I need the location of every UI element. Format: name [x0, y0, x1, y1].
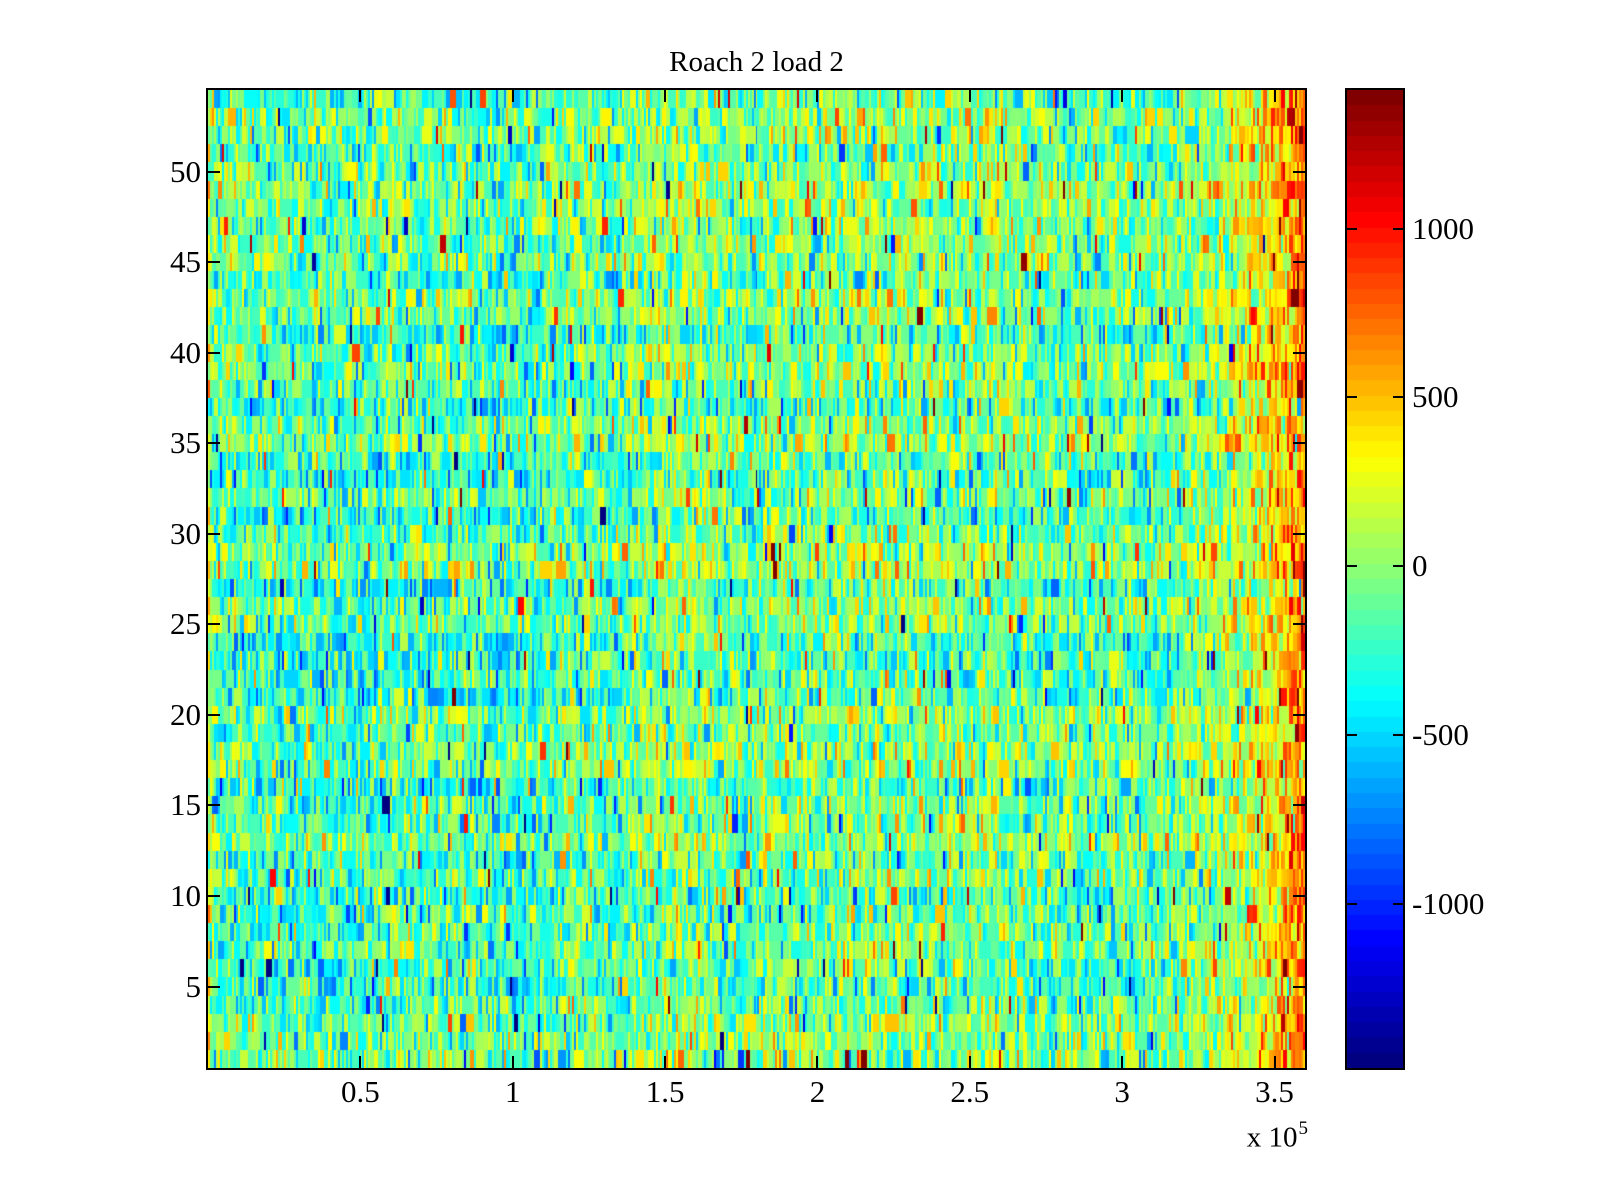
- y-tick-mark: [1293, 623, 1305, 626]
- x-tick-mark: [1273, 90, 1276, 102]
- x-tick-mark: [968, 1056, 971, 1068]
- colorbar: [1345, 88, 1405, 1070]
- colorbar-tick-mark: [1347, 227, 1357, 230]
- colorbar-tick-mark: [1347, 396, 1357, 399]
- y-tick-mark: [1293, 351, 1305, 354]
- y-tick-mark: [208, 442, 220, 445]
- x-tick-mark: [664, 1056, 667, 1068]
- colorbar-tick-label: 0: [1412, 548, 1428, 584]
- y-tick-mark: [1293, 261, 1305, 264]
- y-tick-mark: [208, 894, 220, 897]
- y-tick-label: 30: [170, 515, 201, 551]
- y-tick-mark: [208, 351, 220, 354]
- x-tick-mark: [511, 90, 514, 102]
- heatmap-plot-area: [206, 88, 1307, 1070]
- colorbar-tick-mark: [1393, 227, 1403, 230]
- y-tick-mark: [1293, 804, 1305, 807]
- y-tick-label: 45: [170, 244, 201, 280]
- colorbar-canvas: [1347, 90, 1403, 1068]
- x-tick-label: 0.5: [340, 1074, 380, 1109]
- colorbar-tick-label: 500: [1412, 379, 1459, 415]
- x-tick-mark: [968, 90, 971, 102]
- y-tick-label: 35: [170, 425, 201, 461]
- x-tick-label: 1: [504, 1074, 521, 1109]
- y-tick-label: 20: [170, 696, 201, 732]
- y-tick-mark: [208, 985, 220, 988]
- colorbar-tick-mark: [1347, 565, 1357, 568]
- colorbar-tick-label: 1000: [1412, 210, 1474, 246]
- y-tick-mark: [208, 623, 220, 626]
- x-tick-mark: [359, 1056, 362, 1068]
- x-tick-mark: [664, 90, 667, 102]
- colorbar-tick-mark: [1393, 565, 1403, 568]
- colorbar-tick-mark: [1347, 903, 1357, 906]
- y-tick-mark: [1293, 442, 1305, 445]
- y-tick-label: 50: [170, 153, 201, 189]
- x-tick-label: 2.5: [950, 1074, 990, 1109]
- x-axis-multiplier-base: x 10: [1246, 1121, 1298, 1154]
- y-tick-label: 40: [170, 334, 201, 370]
- x-tick-label: 1.5: [645, 1074, 685, 1109]
- x-tick-mark: [1121, 1056, 1124, 1068]
- y-tick-mark: [208, 170, 220, 173]
- x-tick-label: 3: [1114, 1074, 1130, 1109]
- x-axis-multiplier-exponent: 5: [1298, 1118, 1309, 1139]
- y-tick-mark: [1293, 894, 1305, 897]
- y-tick-mark: [1293, 170, 1305, 173]
- y-tick-mark: [208, 532, 220, 535]
- y-tick-mark: [208, 713, 220, 716]
- colorbar-tick-mark: [1393, 734, 1403, 737]
- y-tick-mark: [1293, 532, 1305, 535]
- x-tick-mark: [816, 1056, 819, 1068]
- x-tick-mark: [816, 90, 819, 102]
- x-tick-mark: [511, 1056, 514, 1068]
- colorbar-tick-label: -500: [1412, 717, 1469, 753]
- colorbar-tick-mark: [1347, 734, 1357, 737]
- y-tick-label: 5: [185, 968, 202, 1004]
- chart-title: Roach 2 load 2: [669, 46, 844, 78]
- colorbar-tick-mark: [1393, 396, 1403, 399]
- y-tick-mark: [1293, 985, 1305, 988]
- y-tick-mark: [1293, 713, 1305, 716]
- y-tick-label: 10: [170, 877, 201, 913]
- x-tick-label: 3.5: [1255, 1074, 1294, 1109]
- x-axis-multiplier: x 105: [1150, 1114, 1309, 1155]
- heatmap-canvas: [208, 90, 1305, 1068]
- y-tick-label: 25: [170, 606, 201, 642]
- x-tick-mark: [359, 90, 362, 102]
- colorbar-tick-label: -1000: [1412, 886, 1485, 922]
- y-tick-mark: [208, 804, 220, 807]
- y-tick-label: 15: [170, 787, 201, 823]
- x-tick-label: 2: [809, 1074, 826, 1109]
- x-tick-mark: [1273, 1056, 1276, 1068]
- y-tick-mark: [208, 261, 220, 264]
- x-tick-mark: [1121, 90, 1124, 102]
- colorbar-tick-mark: [1393, 903, 1403, 906]
